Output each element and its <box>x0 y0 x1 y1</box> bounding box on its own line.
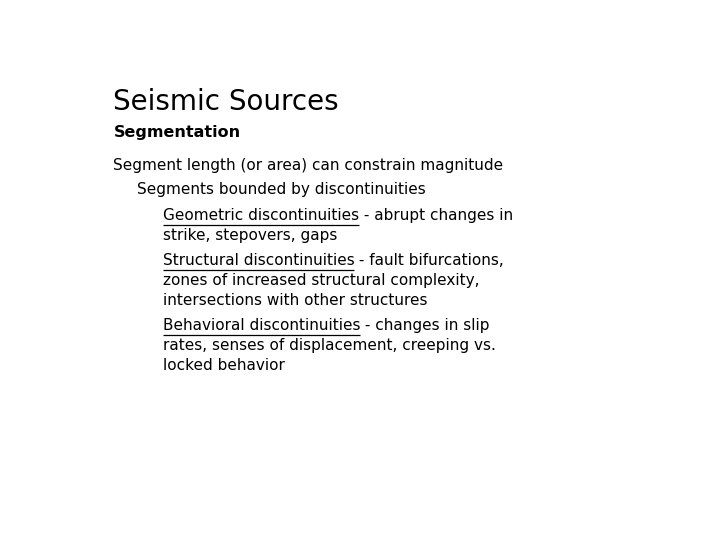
Text: rates, senses of displacement, creeping vs.: rates, senses of displacement, creeping … <box>163 338 495 353</box>
Text: Segment length (or area) can constrain magnitude: Segment length (or area) can constrain m… <box>114 158 503 173</box>
Text: Behavioral discontinuities: Behavioral discontinuities <box>163 318 360 333</box>
Text: Geometric discontinuities: Geometric discontinuities <box>163 208 359 223</box>
Text: intersections with other structures: intersections with other structures <box>163 293 427 308</box>
Text: locked behavior: locked behavior <box>163 357 284 373</box>
Text: strike, stepovers, gaps: strike, stepovers, gaps <box>163 228 337 243</box>
Text: - abrupt changes in: - abrupt changes in <box>359 208 513 223</box>
Text: Structural discontinuities: Structural discontinuities <box>163 253 354 268</box>
Text: - fault bifurcations,: - fault bifurcations, <box>354 253 504 268</box>
Text: Segments bounded by discontinuities: Segments bounded by discontinuities <box>138 182 426 197</box>
Text: - changes in slip: - changes in slip <box>360 318 490 333</box>
Text: Seismic Sources: Seismic Sources <box>114 87 339 116</box>
Text: zones of increased structural complexity,: zones of increased structural complexity… <box>163 273 479 288</box>
Text: Segmentation: Segmentation <box>114 125 240 140</box>
